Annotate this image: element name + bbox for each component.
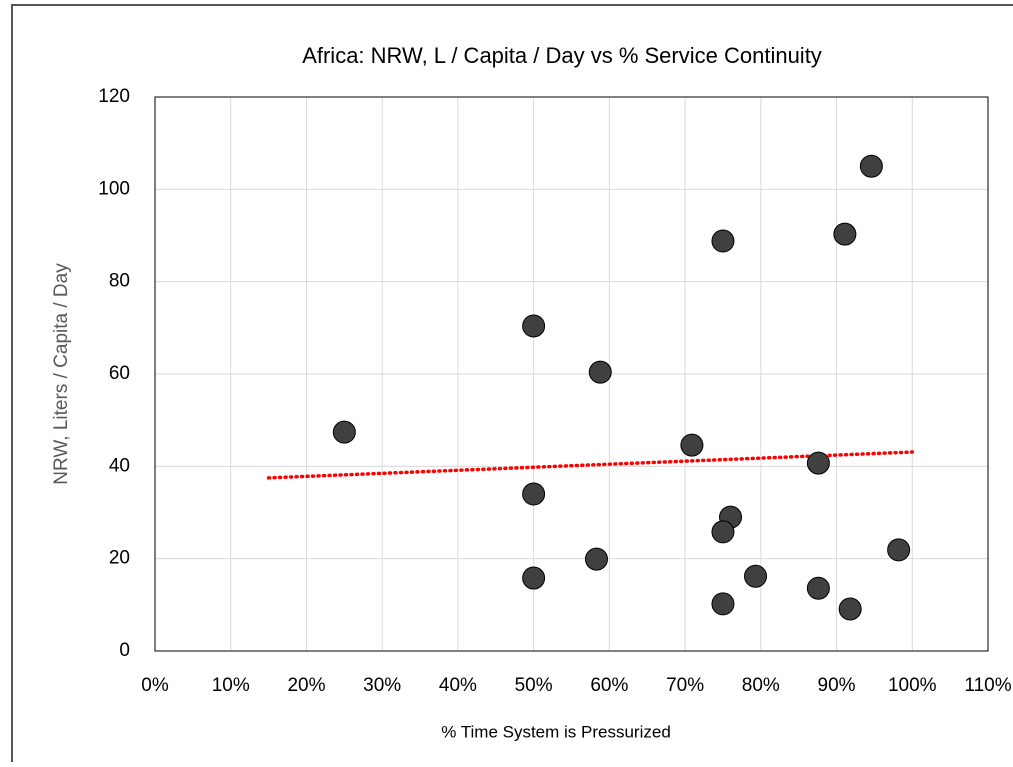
- x-axis-label: % Time System is Pressurized: [441, 722, 671, 741]
- data-point: [744, 564, 768, 588]
- data-point: [711, 520, 735, 544]
- x-tick-label: 40%: [439, 675, 477, 696]
- y-tick-label: 80: [109, 271, 130, 292]
- data-point: [806, 451, 830, 475]
- data-point: [522, 566, 546, 590]
- y-tick-label: 0: [119, 640, 130, 661]
- data-point: [711, 592, 735, 616]
- data-point: [522, 314, 546, 338]
- y-tick-label: 100: [98, 178, 130, 199]
- chart-title: Africa: NRW, L / Capita / Day vs % Servi…: [302, 43, 822, 68]
- data-point: [833, 222, 857, 246]
- x-tick-label: 30%: [363, 675, 401, 696]
- chart-frame: [11, 4, 1013, 767]
- x-tick-label: 60%: [590, 675, 628, 696]
- x-tick-label: 0%: [141, 675, 169, 696]
- y-tick-label: 60: [109, 363, 130, 384]
- x-tick-label: 100%: [888, 675, 937, 696]
- x-tick-label: 70%: [666, 675, 704, 696]
- x-tick-label: 20%: [287, 675, 325, 696]
- y-tick-label: 120: [98, 86, 130, 107]
- data-point: [332, 420, 356, 444]
- y-tick-label: 20: [109, 548, 130, 569]
- data-point: [522, 482, 546, 506]
- x-tick-label: 90%: [818, 675, 856, 696]
- plot-border: [154, 96, 989, 652]
- data-point: [680, 433, 704, 457]
- y-axis-label: NRW, Liters / Capita / Day: [51, 263, 72, 485]
- y-tick-label: 40: [109, 455, 130, 476]
- data-point: [584, 547, 608, 571]
- x-tick-label: 50%: [515, 675, 553, 696]
- x-tick-label: 10%: [212, 675, 250, 696]
- data-point: [859, 154, 883, 178]
- data-point: [838, 597, 862, 621]
- x-tick-label: 80%: [742, 675, 780, 696]
- data-point: [711, 229, 735, 253]
- x-tick-label: 110%: [964, 675, 1011, 696]
- data-point: [588, 360, 612, 384]
- data-point: [887, 538, 911, 562]
- data-point: [806, 576, 830, 600]
